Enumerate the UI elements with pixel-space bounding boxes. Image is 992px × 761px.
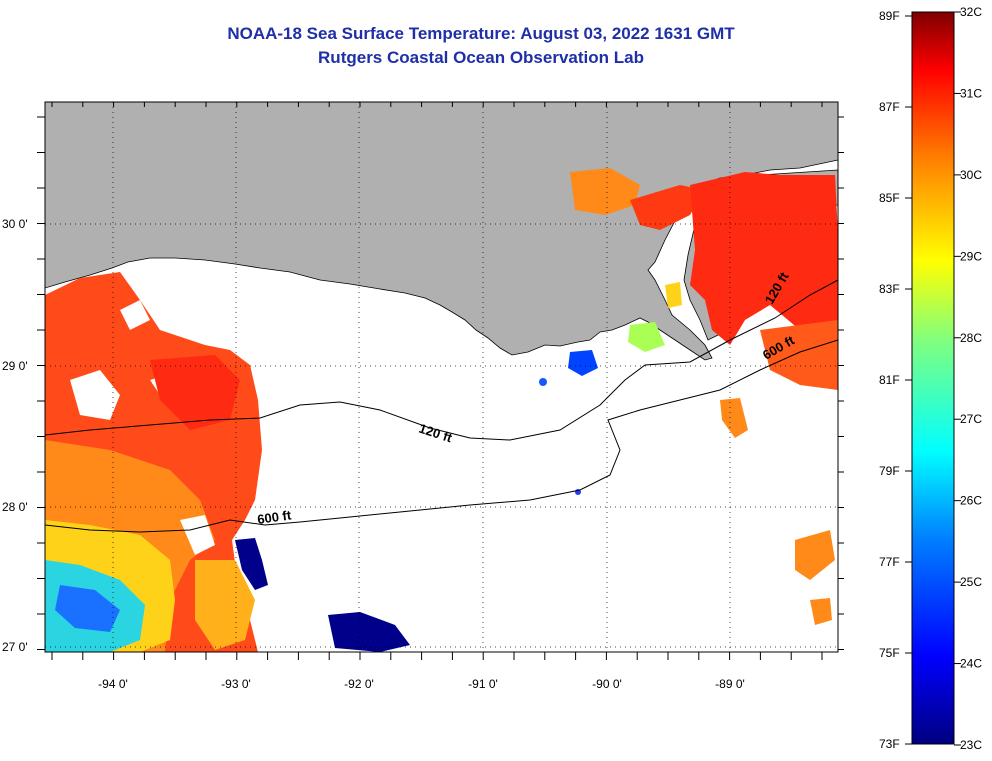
colorbar-c-label: 29C	[960, 249, 982, 263]
sst-cold-patches	[235, 350, 598, 652]
colorbar-f-label: 75F	[879, 646, 900, 660]
colorbar-f-label: 83F	[879, 282, 900, 296]
contour-600ft	[45, 339, 838, 533]
x-tick-label: -91 0'	[468, 677, 498, 691]
sst-east-patches	[570, 168, 838, 625]
x-tick-label: -90 0'	[592, 677, 622, 691]
colorbar-c-label: 25C	[960, 575, 982, 589]
map-frame	[44, 101, 839, 653]
colorbar-f-label: 77F	[879, 555, 900, 569]
colorbar-c-label: 32C	[960, 5, 982, 19]
y-tick-label: 27 0'	[2, 640, 28, 654]
colorbar-f-label: 89F	[879, 9, 900, 23]
land-area	[45, 102, 838, 361]
colorbar-f-label: 85F	[879, 191, 900, 205]
colorbar-c-label: 23C	[960, 738, 982, 752]
colorbar-f-label: 73F	[879, 737, 900, 751]
colorbar-f-label: 87F	[879, 100, 900, 114]
colorbar-f-label: 79F	[879, 464, 900, 478]
x-tick-label: -92 0'	[344, 677, 374, 691]
contour-label-600-west: 600 ft	[256, 507, 292, 527]
colorbar-f-label: 81F	[879, 373, 900, 387]
contour-120ft	[45, 279, 838, 441]
colorbar-f-labels: 89F 87F 85F 83F 81F 79F 77F 75F 73F	[879, 9, 912, 751]
y-tick-label: 29 0'	[2, 359, 28, 373]
colorbar-c-label: 27C	[960, 412, 982, 426]
colorbar-c-label: 30C	[960, 168, 982, 182]
colorbar-c-label: 24C	[960, 657, 982, 671]
y-axis-labels: 30 0' 29 0' 28 0' 27 0'	[2, 217, 28, 654]
x-tick-label: -94 0'	[98, 677, 128, 691]
y-tick-label: 28 0'	[2, 500, 28, 514]
x-axis-labels: -94 0' -93 0' -92 0' -91 0' -90 0' -89 0'	[98, 677, 745, 691]
x-tick-label: -93 0'	[221, 677, 251, 691]
sst-west-patches	[45, 272, 262, 652]
x-tick-label: -89 0'	[715, 677, 745, 691]
map-title: NOAA-18 Sea Surface Temperature: August …	[227, 24, 735, 43]
colorbar-c-labels: 32C 31C 30C 29C 28C 27C 26C 25C 24C 23C	[954, 5, 982, 752]
colorbar-c-label: 31C	[960, 86, 982, 100]
colorbar-c-label: 26C	[960, 494, 982, 508]
map-ticks	[37, 102, 844, 660]
colorbar-c-label: 28C	[960, 331, 982, 345]
map-grid	[45, 102, 838, 652]
colorbar	[911, 11, 955, 745]
y-tick-label: 30 0'	[2, 217, 28, 231]
map-subtitle: Rutgers Coastal Ocean Observation Lab	[318, 48, 644, 67]
